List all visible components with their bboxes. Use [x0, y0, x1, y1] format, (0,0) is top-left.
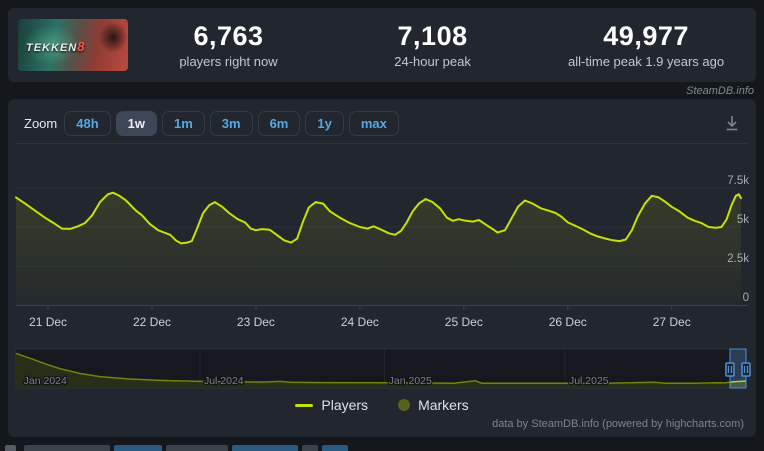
x-axis-label: 27 Dec: [653, 315, 691, 329]
legend-line-swatch: [295, 403, 314, 407]
legend-label: Markers: [418, 397, 469, 413]
x-axis-label: 23 Dec: [237, 315, 275, 329]
zoom-button-1m[interactable]: 1m: [161, 110, 205, 136]
banner-character-art: [82, 19, 128, 71]
navigator-left-handle[interactable]: [725, 362, 735, 377]
navigator-date-label: Jul 2025: [569, 375, 609, 387]
chart-legend: Players Markers: [8, 397, 756, 413]
x-axis-label: 22 Dec: [133, 315, 171, 329]
x-axis-label: 21 Dec: [29, 315, 67, 329]
y-axis-label: 0: [743, 292, 749, 304]
navigator-series-line: [15, 352, 747, 385]
download-chart-icon[interactable]: [722, 113, 742, 133]
navigator-mask: [16, 349, 730, 388]
y-axis-label: 7.5k: [727, 175, 749, 187]
stat-24h-peak: 7,108 24-hour peak: [329, 21, 536, 69]
navigator-right-handle[interactable]: [741, 362, 751, 377]
clipped-footer-text-row: [0, 444, 764, 451]
zoom-button-6m[interactable]: 6m: [257, 110, 301, 136]
stat-label: players right now: [179, 54, 278, 69]
zoom-button-max[interactable]: max: [348, 110, 399, 136]
navigator-area-fill: [16, 353, 746, 388]
chart-credit: data by SteamDB.info (powered by highcha…: [492, 418, 744, 430]
legend-item-markers[interactable]: Markers: [398, 397, 469, 413]
stat-value: 49,977: [603, 21, 689, 51]
navigator-date-label: Jul 2024: [204, 375, 244, 387]
clipped-link: [114, 445, 162, 451]
zoom-button-group: 48h 1w 1m 3m 6m 1y max: [64, 110, 404, 136]
clipped-info-icon: [5, 445, 16, 451]
legend-label: Players: [321, 397, 369, 413]
players-series-line[interactable]: [15, 191, 742, 245]
clipped-link: [232, 445, 298, 451]
game-logo: TEKKEN8: [26, 39, 85, 54]
clipped-link: [322, 445, 348, 451]
stat-value: 6,763: [193, 21, 264, 51]
legend-circle-swatch: [398, 399, 411, 411]
clipped-text: [24, 445, 110, 451]
handle-grip: [725, 362, 735, 377]
clipped-text: [302, 445, 318, 451]
toolbar-divider: [16, 143, 748, 144]
stat-label: 24-hour peak: [394, 54, 471, 69]
zoom-button-1w[interactable]: 1w: [115, 110, 157, 136]
x-axis-label: 24 Dec: [341, 315, 379, 329]
zoom-button-48h[interactable]: 48h: [64, 110, 111, 136]
players-area-fill: [16, 192, 741, 305]
banner-glow-decoration: [24, 25, 79, 65]
player-stats: 6,763 players right now 7,108 24-hour pea…: [128, 21, 756, 69]
navigator-date-label: Jan 2025: [389, 375, 432, 387]
navigator-date-label: Jan 2024: [24, 375, 67, 387]
chart-navigator[interactable]: Jan 2024 Jul 2024 Jan 2025 Jul 2025: [8, 348, 756, 390]
x-axis-label: 25 Dec: [445, 315, 483, 329]
game-stats-header: TEKKEN8 6,763 players right now 7,108 24-…: [8, 8, 756, 82]
steamdb-watermark: SteamDB.info: [686, 85, 754, 97]
game-logo-text: TEKKEN: [26, 42, 78, 54]
zoom-button-1y[interactable]: 1y: [305, 110, 344, 136]
stat-label: all-time peak 1.9 years ago: [568, 54, 725, 69]
zoom-button-3m[interactable]: 3m: [209, 110, 253, 136]
stat-alltime-peak: 49,977 all-time peak 1.9 years ago: [536, 21, 756, 69]
clipped-text: [166, 445, 228, 451]
legend-item-players[interactable]: Players: [295, 397, 368, 413]
stat-value: 7,108: [397, 21, 468, 51]
game-banner-image[interactable]: TEKKEN8: [18, 19, 128, 71]
chart-toolbar: Zoom 48h 1w 1m 3m 6m 1y max: [24, 110, 742, 136]
zoom-range-label: Zoom: [24, 115, 58, 131]
stat-current-players: 6,763 players right now: [128, 21, 329, 69]
x-axis-label: 26 Dec: [549, 315, 587, 329]
handle-grip: [741, 362, 751, 377]
game-logo-number: 8: [77, 39, 86, 54]
